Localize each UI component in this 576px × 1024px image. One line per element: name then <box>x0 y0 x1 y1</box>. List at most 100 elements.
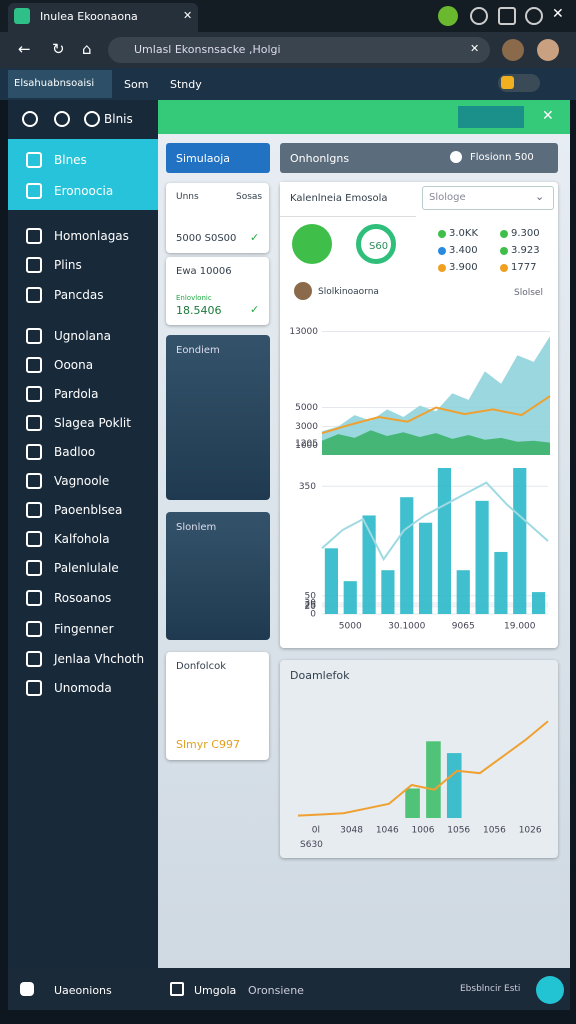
card[interactable]: Slonlem <box>166 512 270 640</box>
card-title: Slonlem <box>176 522 217 533</box>
nav-icon <box>26 152 42 168</box>
nav-item[interactable]: Palenlulale <box>54 561 119 575</box>
nav-item[interactable]: Paoenblsea <box>54 503 123 517</box>
back[interactable]: ← <box>18 40 31 58</box>
ext-icon[interactable] <box>438 6 458 26</box>
bar <box>405 788 420 818</box>
stat-dot <box>500 247 508 255</box>
user: Slolkinoaorna <box>318 287 379 297</box>
x-tick-label: 19.000 <box>504 622 536 632</box>
window-close[interactable]: ✕ <box>552 6 564 22</box>
tab-icon <box>14 8 30 24</box>
card-title: Unns <box>176 192 199 202</box>
clear[interactable]: ✕ <box>470 42 480 55</box>
card-value: 18.5406 <box>176 304 222 317</box>
close[interactable]: ✕ <box>542 108 554 124</box>
sidebar: Blnis Blnes Eronoocia Homonlagas Plins Pancd… <box>8 100 158 968</box>
nav-icon <box>26 183 42 199</box>
nav-item[interactable]: Homonlagas <box>54 229 129 243</box>
stat: 3.0KK <box>449 228 479 239</box>
ext-icon[interactable] <box>525 7 543 25</box>
stat-dot <box>438 230 446 238</box>
nav-icon <box>26 560 42 576</box>
home[interactable]: ⌂ <box>82 40 92 58</box>
nav-item[interactable]: Ooona <box>54 358 94 372</box>
bottom-label[interactable]: Umgola <box>194 984 237 997</box>
badge[interactable] <box>498 74 540 92</box>
nav-icon <box>26 680 42 696</box>
card-sub: Enlovlonic <box>176 294 212 302</box>
select-label: Slologe <box>429 192 466 203</box>
nav-icon <box>26 228 42 244</box>
card[interactable]: Eondiem <box>166 335 270 500</box>
bar <box>513 468 527 614</box>
ext-icon[interactable] <box>498 7 516 25</box>
bottom-label[interactable]: Ebsblncir Esti <box>460 984 521 994</box>
bar <box>437 468 452 614</box>
select[interactable]: Slologe ⌄ <box>422 186 554 210</box>
bottom-label[interactable]: Uaeonions <box>54 984 112 997</box>
x-tick-label: 5000 <box>339 622 362 632</box>
card[interactable]: Unns Sosas 5000 S0S00 ✓ <box>166 183 269 253</box>
tab[interactable]: Inulea Ekoonaona ✕ <box>8 3 198 32</box>
card[interactable]: Ewa 10006 Enlovlonic 18.5406 ✓ <box>166 257 269 325</box>
tab-title: Inulea Ekoonaona <box>40 10 138 23</box>
nav-item[interactable]: Jenlaa Vhchoth <box>54 652 145 666</box>
button[interactable]: Simulaoja <box>166 143 270 173</box>
x-tick-label: 0l <box>312 826 320 836</box>
search-label: Onhonlgns <box>290 152 350 165</box>
search[interactable]: Onhonlgns Flosionn 500 <box>280 143 558 173</box>
card[interactable]: Donfolcok Slmyr C997 <box>166 652 269 760</box>
nav-item[interactable]: Pancdas <box>54 288 104 302</box>
stat-dot <box>438 264 446 272</box>
nav-item[interactable]: Slagea Poklit <box>54 416 131 430</box>
line <box>321 481 549 562</box>
x-tick-label: 1056 <box>447 826 470 836</box>
toolbar-buttons[interactable] <box>458 106 524 128</box>
bar <box>531 592 546 614</box>
nav-item[interactable]: Fingenner <box>54 622 114 636</box>
gauge-label: S60 <box>369 241 389 252</box>
nav-item[interactable]: Kalfohola <box>54 532 110 546</box>
reload[interactable]: ↻ <box>52 40 65 58</box>
app-tab-label[interactable]: Som <box>124 78 149 91</box>
nav-item[interactable]: Vagnoole <box>54 474 110 488</box>
y-tick-label: 350 <box>299 482 316 492</box>
fab[interactable] <box>536 976 564 1004</box>
nav-item[interactable]: Ugnolana <box>54 329 111 343</box>
nav-item[interactable]: Eronoocia <box>54 184 114 198</box>
nav-item[interactable]: Plins <box>54 258 82 272</box>
area <box>322 430 550 455</box>
y-tick-label: 3000 <box>295 422 318 432</box>
nav-icon <box>26 415 42 431</box>
y-tick-label: 20 <box>305 602 317 612</box>
stat-dot <box>438 247 446 255</box>
nav-icon <box>26 357 42 373</box>
nav-icon <box>26 621 42 637</box>
bottom-bar: Uaeonions Umgola Oronsiene Ebsblncir Est… <box>8 968 570 1010</box>
nav-item[interactable]: Blnes <box>54 153 87 167</box>
bar <box>418 522 433 614</box>
bottom-label[interactable]: Oronsiene <box>248 984 304 997</box>
card-value: 5000 S0S00 <box>176 233 237 244</box>
nav-icon <box>26 531 42 547</box>
tab-close[interactable]: ✕ <box>183 9 193 22</box>
nav-item[interactable]: Pardola <box>54 387 99 401</box>
avatar[interactable] <box>537 39 559 61</box>
card-title: Donfolcok <box>176 661 226 672</box>
nav-icon <box>26 444 42 460</box>
app-tab[interactable]: Elsahuabnsoaisi <box>8 70 112 98</box>
nav-item[interactable]: Badloo <box>54 445 96 459</box>
url-field[interactable]: Umlasl Ekonsnsacke ,Holgi ✕ <box>108 37 490 63</box>
nav-item[interactable]: Unomoda <box>54 681 112 695</box>
ext-icon[interactable] <box>470 7 488 25</box>
button-label: Simulaoja <box>176 152 231 165</box>
x-tick-label: 9065 <box>452 622 475 632</box>
url: Umlasl Ekonsnsacke ,Holgi <box>134 43 281 56</box>
app-tab-label[interactable]: Stndy <box>170 78 202 91</box>
x-tick-label: 1046 <box>376 826 399 836</box>
stat: 1777 <box>511 262 537 273</box>
nav-item[interactable]: Rosoanos <box>54 591 112 605</box>
avatar[interactable] <box>502 39 524 61</box>
